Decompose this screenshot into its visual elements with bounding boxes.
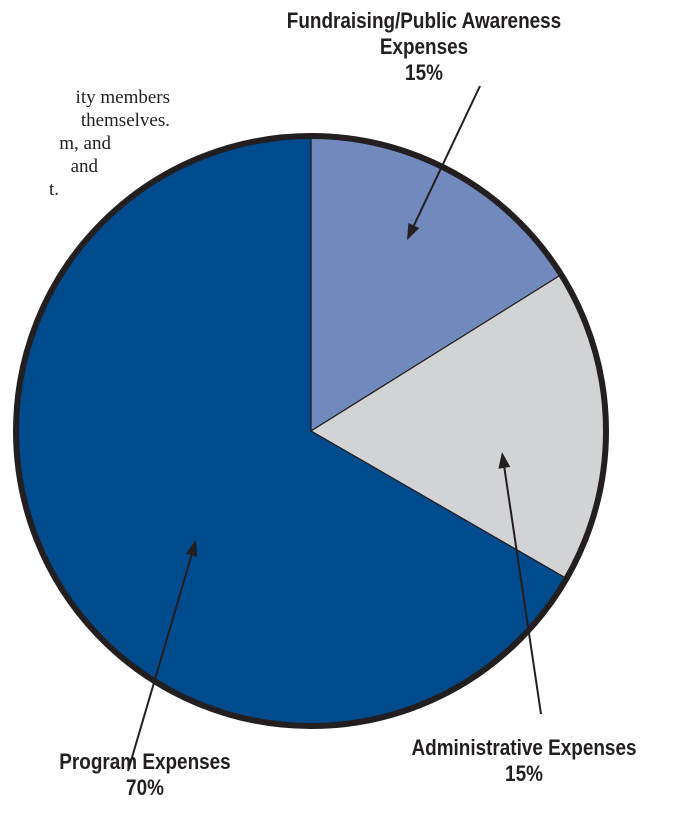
arrow-fundraising-line — [412, 85, 481, 226]
arrow-program-line — [127, 555, 193, 772]
label-fundraising-title-2: Expenses — [379, 34, 469, 59]
paragraph-line: t. — [48, 179, 59, 200]
paragraph-line: ity members — [75, 87, 170, 108]
label-fundraising-pct: 15% — [405, 60, 443, 85]
label-program-title: Program Expenses — [59, 749, 231, 774]
arrow-program-head — [185, 540, 198, 558]
label-fundraising-title: Fundraising/Public Awareness — [286, 8, 562, 33]
label-fundraising: Fundraising/Public Awareness Expenses 15… — [243, 8, 604, 86]
arrow-fundraising — [407, 85, 481, 240]
label-program: Program Expenses 70% — [20, 749, 269, 801]
arrow-administrative — [498, 452, 542, 715]
label-administrative-pct: 15% — [505, 761, 543, 786]
arrow-administrative-line — [503, 467, 542, 715]
background-paragraph: ity members themselves. m, and and t. — [0, 86, 170, 201]
paragraph-line: themselves. — [80, 110, 170, 131]
label-administrative: Administrative Expenses 15% — [386, 735, 661, 787]
label-program-pct: 70% — [126, 775, 164, 800]
arrow-administrative-head — [498, 452, 511, 469]
arrow-fundraising-head — [407, 222, 420, 240]
paragraph-line: and — [70, 156, 98, 177]
pie-outline — [13, 133, 609, 729]
label-administrative-title: Administrative Expenses — [411, 735, 637, 760]
pie-slices — [17, 137, 605, 725]
pointer-arrows — [127, 85, 542, 772]
paragraph-line: m, and — [59, 133, 111, 154]
arrow-program — [127, 540, 198, 772]
